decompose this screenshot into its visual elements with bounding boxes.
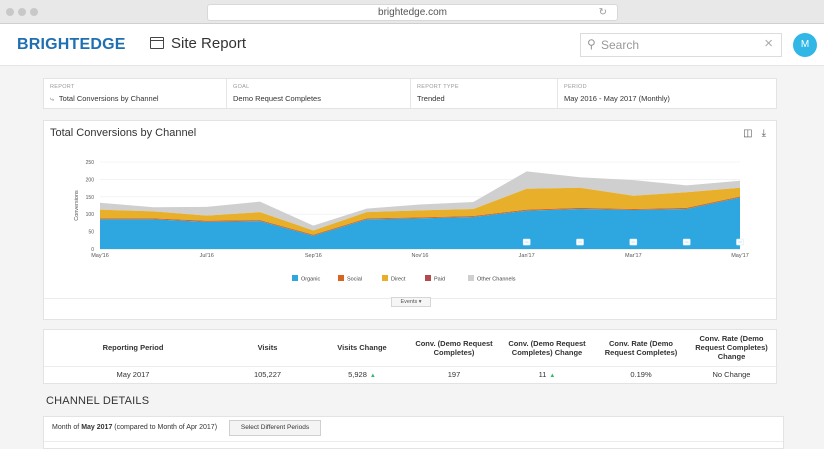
report-type-icon: ⤷ <box>50 96 54 103</box>
header-visits-change: Visits Change <box>337 343 387 353</box>
header-conversion-rate-change: Conv. Rate (Demo Request Completes) Chan… <box>695 334 768 362</box>
y-tick-label: 0 <box>91 247 94 253</box>
channel-details-title: CHANNEL DETAILS <box>46 395 150 407</box>
x-tick-label: Jan'17 <box>519 253 535 259</box>
y-tick-label: 200 <box>86 177 95 183</box>
report-settings-bar: REPORT ⤷ Total Conversions by Channel GOA… <box>43 78 777 109</box>
page-title: Site Report <box>171 35 247 52</box>
events-label: Events <box>400 299 418 305</box>
browser-toolbar: brightedge.com ↻ <box>0 0 824 24</box>
export-icon[interactable]: ◫ <box>743 128 753 139</box>
legend-swatch <box>425 275 431 281</box>
site-report-icon <box>150 37 164 49</box>
header-conversion-rate: Conv. Rate (Demo Request Completes) <box>604 338 678 357</box>
x-tick-label: Sep'16 <box>305 253 322 259</box>
period-label: PERIOD <box>564 84 587 90</box>
user-avatar[interactable]: M <box>793 33 817 57</box>
table-row: May 2017 105,227 5,928 ▲ 197 11 ▲ 0.19% No… <box>44 365 778 383</box>
header-visits: Visits <box>257 343 278 353</box>
report-type-label: REPORT TYPE <box>417 84 459 90</box>
series-area-organic <box>100 197 740 249</box>
cell-reporting-period: May 2017 <box>44 365 222 383</box>
up-arrow-icon: ▲ <box>549 373 556 380</box>
channel-details-bar: Month of May 2017 (compared to Month of … <box>43 416 784 449</box>
header-reporting-period: Reporting Period <box>102 343 164 353</box>
search-input[interactable] <box>601 37 751 53</box>
legend-label: Other Channels <box>477 277 516 283</box>
search-icon: ⚲ <box>587 37 596 51</box>
y-axis-label: Conversions <box>74 190 80 221</box>
legend-label: Organic <box>301 277 321 283</box>
download-icon[interactable]: ⤓ <box>761 128 766 139</box>
x-tick-label: Jul'16 <box>200 253 214 259</box>
y-tick-label: 150 <box>86 195 95 201</box>
report-type-value: Trended <box>417 94 445 103</box>
reload-icon[interactable]: ↻ <box>598 7 607 18</box>
report-selector[interactable]: REPORT ⤷ Total Conversions by Channel <box>44 79 227 108</box>
conversions-chart: 0 50 100 150 200 250 Conversions May'16 Jul'16 Se… <box>74 160 749 283</box>
chart-card: 0 50 100 150 200 250 Conversions May'16 Jul'16 Se… <box>43 120 777 320</box>
cell-conversion-rate-change: No Change <box>685 365 778 383</box>
cell-conversions-change: 11 ▲ <box>497 365 597 383</box>
visits-change-value: 5,928 <box>348 370 367 380</box>
goal-value: Demo Request Completes <box>233 94 321 103</box>
series-area-direct <box>100 187 740 235</box>
cell-visits: 105,227 <box>222 365 313 383</box>
report-type-selector[interactable]: REPORT TYPE Trended <box>411 79 558 108</box>
window-close-dot[interactable] <box>6 8 14 16</box>
cell-conversions: 197 <box>411 365 497 383</box>
period-prefix: Month of <box>52 424 80 431</box>
comparison-period-text: Month of May 2017 (compared to Month of … <box>52 424 217 431</box>
y-tick-label: 100 <box>86 212 95 218</box>
clear-search-icon[interactable]: × <box>764 35 773 52</box>
period-value: May 2016 - May 2017 (Monthly) <box>564 94 670 103</box>
goal-selector[interactable]: GOAL Demo Request Completes <box>227 79 411 108</box>
address-bar-url: brightedge.com <box>378 7 447 18</box>
app-header: BRIGHTEDGE Site Report ⚲ × M <box>0 24 824 66</box>
window-minimize-dot[interactable] <box>18 8 26 16</box>
header-conversions-change: Conv. (Demo Request Completes) Change <box>508 338 586 357</box>
period-selector[interactable]: PERIOD May 2016 - May 2017 (Monthly) <box>558 79 776 108</box>
brightedge-logo[interactable]: BRIGHTEDGE <box>17 36 126 53</box>
legend-swatch <box>338 275 344 281</box>
y-tick-label: 50 <box>88 230 94 236</box>
period-comparison: (compared to Month of Apr 2017) <box>114 424 218 431</box>
legend-swatch <box>468 275 474 281</box>
summary-table: Reporting Period Visits Visits Change Co… <box>43 329 778 384</box>
search-box[interactable]: ⚲ × <box>580 33 782 57</box>
report-label: REPORT <box>50 84 75 90</box>
header-conversions: Conv. (Demo Request Completes) <box>415 338 493 357</box>
legend-label: Social <box>347 277 362 283</box>
goal-label: GOAL <box>233 84 250 90</box>
x-tick-label: Nov'16 <box>412 253 429 259</box>
select-different-periods-button[interactable]: Select Different Periods <box>229 420 321 436</box>
legend-swatch <box>382 275 388 281</box>
period-month: May 2017 <box>81 424 113 431</box>
y-tick-label: 250 <box>86 160 95 166</box>
x-tick-label: May'17 <box>731 253 749 259</box>
x-tick-label: Mar'17 <box>625 253 642 259</box>
x-tick-label: May'16 <box>91 253 109 259</box>
events-dropdown[interactable]: Events ▾ <box>391 297 431 307</box>
cell-conversion-rate: 0.19% <box>597 365 685 383</box>
conversions-change-value: 11 <box>538 370 547 380</box>
series-area-other-channels <box>100 171 740 231</box>
legend-label: Paid <box>434 277 445 283</box>
report-value: Total Conversions by Channel <box>58 94 159 103</box>
address-bar[interactable]: brightedge.com ↻ <box>207 4 618 21</box>
channel-details-divider <box>44 441 783 442</box>
up-arrow-icon: ▲ <box>369 373 376 380</box>
legend-swatch <box>292 275 298 281</box>
chart-title: Total Conversions by Channel <box>50 127 197 139</box>
cell-visits-change: 5,928 ▲ <box>313 365 411 383</box>
legend-label: Direct <box>391 277 406 283</box>
window-zoom-dot[interactable] <box>30 8 38 16</box>
